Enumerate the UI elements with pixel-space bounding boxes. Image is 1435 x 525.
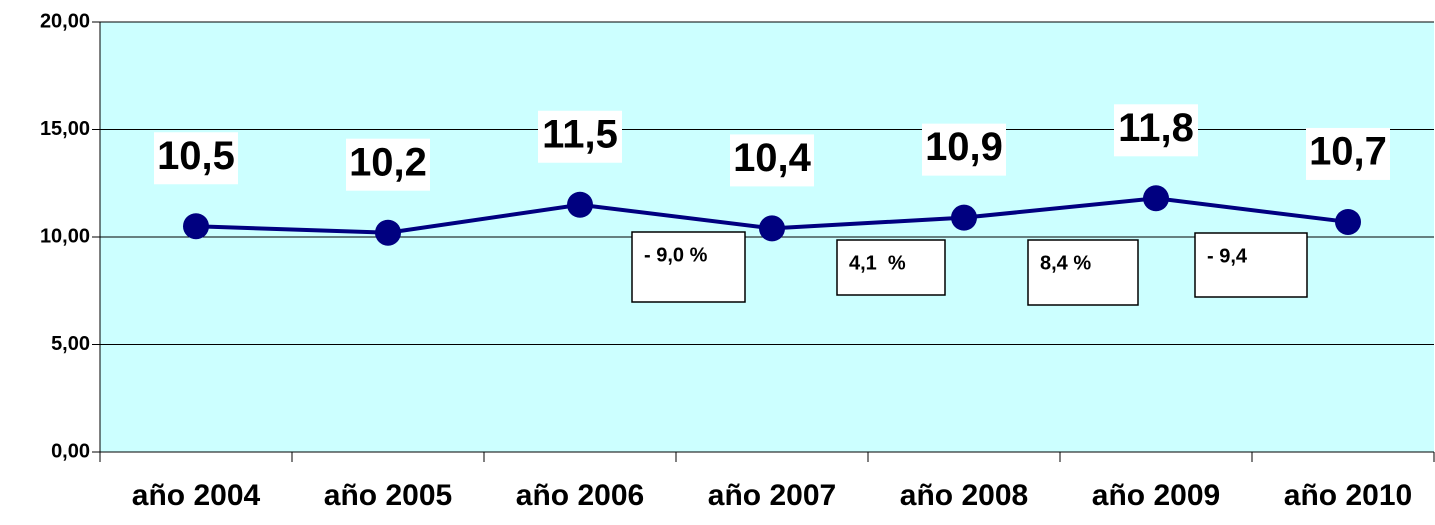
data-label-bg [346,138,430,191]
data-label: 10,7 [1309,130,1387,174]
point [759,215,785,242]
x-tick-label: año 2006 [516,479,644,512]
data-label-bg [922,123,1006,176]
data-label: 10,4 [733,136,812,180]
x-tick-label: año 2005 [324,479,452,512]
x-tick-label: año 2010 [1284,479,1412,512]
data-label: 11,5 [542,112,618,156]
y-tick-label: 0,00 [51,440,90,462]
point [951,204,977,231]
annotation: 4,1 % [849,252,906,274]
annotation-box [836,239,946,296]
y-tick-label: 10,00 [40,225,90,247]
annotation: 8,4 % [1040,252,1091,274]
data-label-bg [154,132,238,185]
x-tick-label: año 2009 [1092,479,1220,512]
y-tick-label: 5,00 [51,333,90,355]
point [183,213,209,240]
point [1335,208,1361,235]
annotation-box [1194,232,1308,298]
annotation: - 9,0 % [644,244,708,266]
data-label: 10,9 [925,125,1003,169]
data-label-bg [1306,127,1390,180]
x-tick-label: año 2008 [900,479,1028,512]
annotation: - 9,4 [1207,245,1248,267]
data-label: 11,8 [1118,106,1194,150]
x-tick-label: año 2007 [708,479,836,512]
annotation-box [1027,239,1139,306]
point [567,191,593,218]
y-tick-label: 15,00 [40,118,90,140]
data-label: 10,5 [157,134,235,178]
data-label-bg [1114,104,1198,157]
point [1143,185,1169,212]
data-label-bg [730,134,814,187]
data-label-bg [538,110,622,163]
y-tick-label: 20,00 [40,10,90,32]
annotation-box [631,231,746,303]
data-label: 10,2 [349,140,427,184]
x-tick-label: año 2004 [132,479,261,512]
point [375,219,401,246]
